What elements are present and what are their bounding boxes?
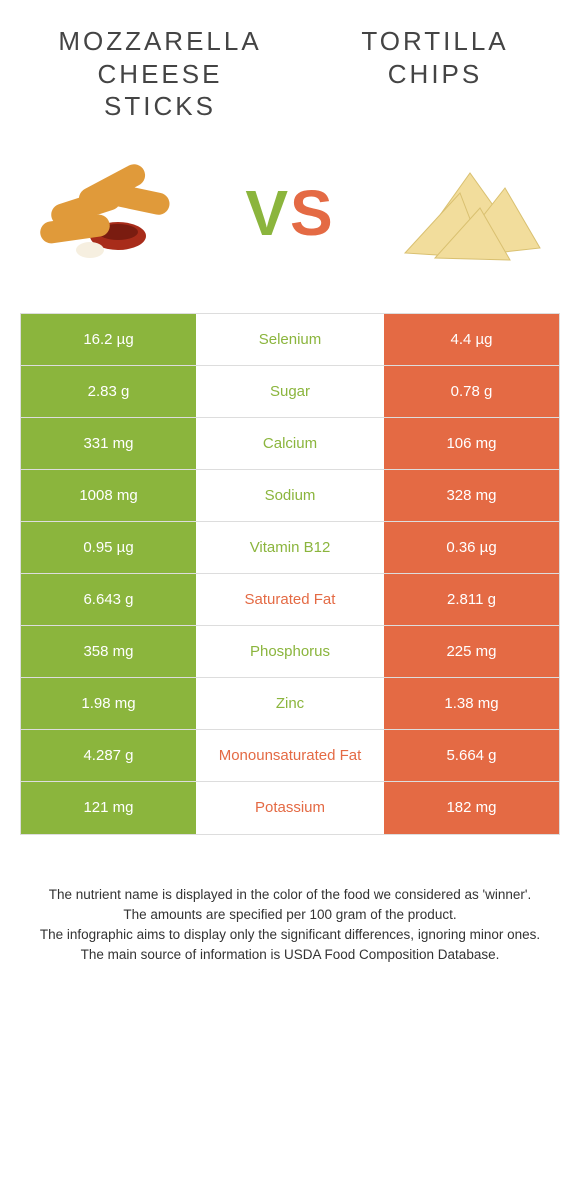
footer-notes: The nutrient name is displayed in the co…	[0, 835, 580, 1006]
footer-line: The amounts are specified per 100 gram o…	[20, 905, 560, 925]
value-right: 106 mg	[384, 418, 559, 469]
nutrient-name: Calcium	[196, 418, 384, 469]
infographic: Mozzarella cheese sticks Tortilla chips …	[0, 0, 580, 1006]
value-left: 2.83 g	[21, 366, 196, 417]
value-right: 0.36 µg	[384, 522, 559, 573]
vs-s: S	[290, 177, 335, 249]
food-image-right	[390, 153, 550, 273]
value-right: 1.38 mg	[384, 678, 559, 729]
table-row: 1008 mgSodium328 mg	[21, 470, 559, 522]
value-right: 2.811 g	[384, 574, 559, 625]
table-row: 358 mgPhosphorus225 mg	[21, 626, 559, 678]
value-left: 1.98 mg	[21, 678, 196, 729]
value-right: 5.664 g	[384, 730, 559, 781]
footer-line: The nutrient name is displayed in the co…	[20, 885, 560, 905]
vs-row: VS	[0, 133, 580, 313]
table-row: 2.83 gSugar0.78 g	[21, 366, 559, 418]
nutrient-name: Saturated Fat	[196, 574, 384, 625]
nutrient-name: Vitamin B12	[196, 522, 384, 573]
value-right: 182 mg	[384, 782, 559, 834]
vs-v: V	[245, 177, 290, 249]
table-row: 6.643 gSaturated Fat2.811 g	[21, 574, 559, 626]
nutrient-name: Monounsaturated Fat	[196, 730, 384, 781]
value-right: 225 mg	[384, 626, 559, 677]
food-title-left: Mozzarella cheese sticks	[40, 25, 280, 123]
value-left: 6.643 g	[21, 574, 196, 625]
nutrient-name: Selenium	[196, 314, 384, 365]
nutrient-name: Potassium	[196, 782, 384, 834]
nutrient-name: Sugar	[196, 366, 384, 417]
nutrient-name: Sodium	[196, 470, 384, 521]
value-left: 121 mg	[21, 782, 196, 834]
vs-label: VS	[245, 176, 334, 250]
value-left: 358 mg	[21, 626, 196, 677]
nutrient-name: Phosphorus	[196, 626, 384, 677]
header: Mozzarella cheese sticks Tortilla chips	[0, 0, 580, 133]
value-left: 16.2 µg	[21, 314, 196, 365]
table-row: 16.2 µgSelenium4.4 µg	[21, 314, 559, 366]
table-row: 0.95 µgVitamin B120.36 µg	[21, 522, 559, 574]
value-right: 0.78 g	[384, 366, 559, 417]
food-image-left	[30, 153, 190, 273]
value-left: 0.95 µg	[21, 522, 196, 573]
value-left: 4.287 g	[21, 730, 196, 781]
nutrient-name: Zinc	[196, 678, 384, 729]
table-row: 331 mgCalcium106 mg	[21, 418, 559, 470]
footer-line: The main source of information is USDA F…	[20, 945, 560, 965]
value-right: 328 mg	[384, 470, 559, 521]
value-right: 4.4 µg	[384, 314, 559, 365]
food-title-right: Tortilla chips	[330, 25, 540, 123]
table-row: 121 mgPotassium182 mg	[21, 782, 559, 834]
footer-line: The infographic aims to display only the…	[20, 925, 560, 945]
table-row: 1.98 mgZinc1.38 mg	[21, 678, 559, 730]
nutrient-table: 16.2 µgSelenium4.4 µg2.83 gSugar0.78 g33…	[20, 313, 560, 835]
table-row: 4.287 gMonounsaturated Fat5.664 g	[21, 730, 559, 782]
value-left: 1008 mg	[21, 470, 196, 521]
value-left: 331 mg	[21, 418, 196, 469]
